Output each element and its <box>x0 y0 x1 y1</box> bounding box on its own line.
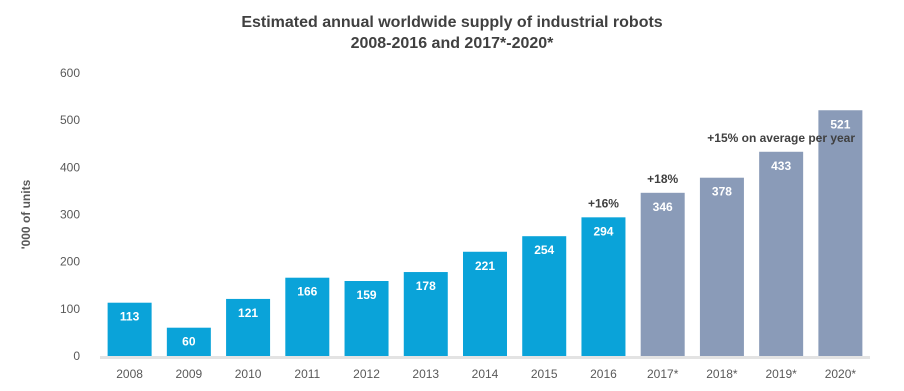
bar <box>522 236 567 356</box>
x-tick-label: 2012 <box>353 367 380 381</box>
bar-value-label: 221 <box>475 259 495 273</box>
baseline <box>100 356 870 359</box>
bar <box>344 281 389 356</box>
bar-value-label: 159 <box>357 288 377 302</box>
bar-value-label: 294 <box>593 224 613 238</box>
bar <box>107 302 152 356</box>
bar-value-label: 433 <box>771 159 791 173</box>
x-tick-label: 2014 <box>472 367 499 381</box>
y-tick-label: 0 <box>73 349 80 363</box>
bar-value-label: 346 <box>653 200 673 214</box>
x-tick-label: 2009 <box>175 367 202 381</box>
x-tick-label: 2015 <box>531 367 558 381</box>
x-tick-label: 2018* <box>706 367 738 381</box>
bar <box>818 110 863 357</box>
y-tick-label: 100 <box>60 302 80 316</box>
bar-value-label: 113 <box>120 310 140 324</box>
bar <box>166 327 211 356</box>
bar <box>759 151 804 356</box>
x-tick-label: 2013 <box>412 367 439 381</box>
bar-value-label: 254 <box>534 243 554 257</box>
x-tick-label: 2016 <box>590 367 617 381</box>
y-tick-label: 600 <box>60 66 80 80</box>
growth-annotation: +15% on average per year <box>707 131 855 145</box>
x-tick-label: 2020* <box>825 367 857 381</box>
bar-value-label: 521 <box>830 117 850 131</box>
bar <box>581 217 626 356</box>
y-axis-label: '000 of units <box>19 179 33 249</box>
y-tick-label: 300 <box>60 208 80 222</box>
bar <box>640 192 685 356</box>
x-tick-label: 2011 <box>294 367 320 381</box>
bar-value-label: 378 <box>712 185 732 199</box>
bar-value-label: 166 <box>297 285 317 299</box>
bar <box>226 298 271 356</box>
bar <box>285 277 330 356</box>
bar-value-label: 60 <box>182 335 196 349</box>
bar-value-label: 178 <box>416 279 436 293</box>
bar <box>699 177 744 356</box>
x-tick-label: 2010 <box>235 367 262 381</box>
chart-subtitle: 2008-2016 and 2017*-2020* <box>350 35 554 52</box>
y-tick-label: 200 <box>60 255 80 269</box>
bar <box>403 272 448 356</box>
y-tick-label: 500 <box>60 113 80 127</box>
chart-title: Estimated annual worldwide supply of ind… <box>241 14 663 31</box>
bar <box>463 251 507 356</box>
x-tick-label: 2008 <box>116 367 143 381</box>
x-tick-label: 2017* <box>647 367 679 381</box>
growth-annotation: +16% <box>588 196 619 210</box>
bar-value-label: 121 <box>238 306 258 320</box>
x-tick-label: 2019* <box>765 367 797 381</box>
growth-annotation: +18% <box>647 172 678 186</box>
y-tick-label: 400 <box>60 160 80 174</box>
